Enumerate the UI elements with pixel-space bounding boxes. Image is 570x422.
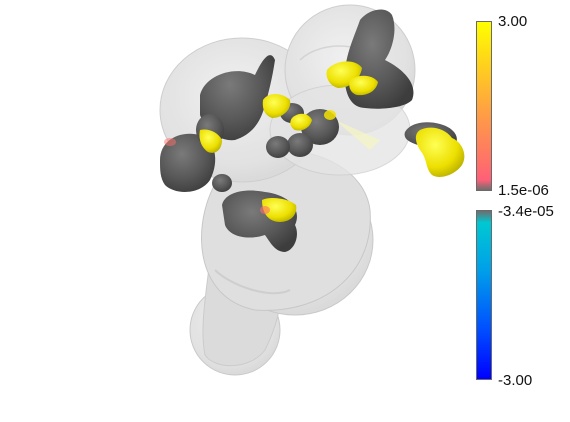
glass-brain-render[interactable] [0,0,470,422]
positive-colorbar-max-label: 3.00 [498,13,528,30]
negative-colorbar-max-label: -3.4e-05 [498,203,554,220]
negative-colorbar [476,210,492,380]
activation-highlights-yellow [164,61,465,222]
negative-colorbar-min-label: -3.00 [498,372,533,389]
positive-colorbar-min-label: 1.5e-06 [498,182,549,199]
positive-colorbar [476,21,492,191]
